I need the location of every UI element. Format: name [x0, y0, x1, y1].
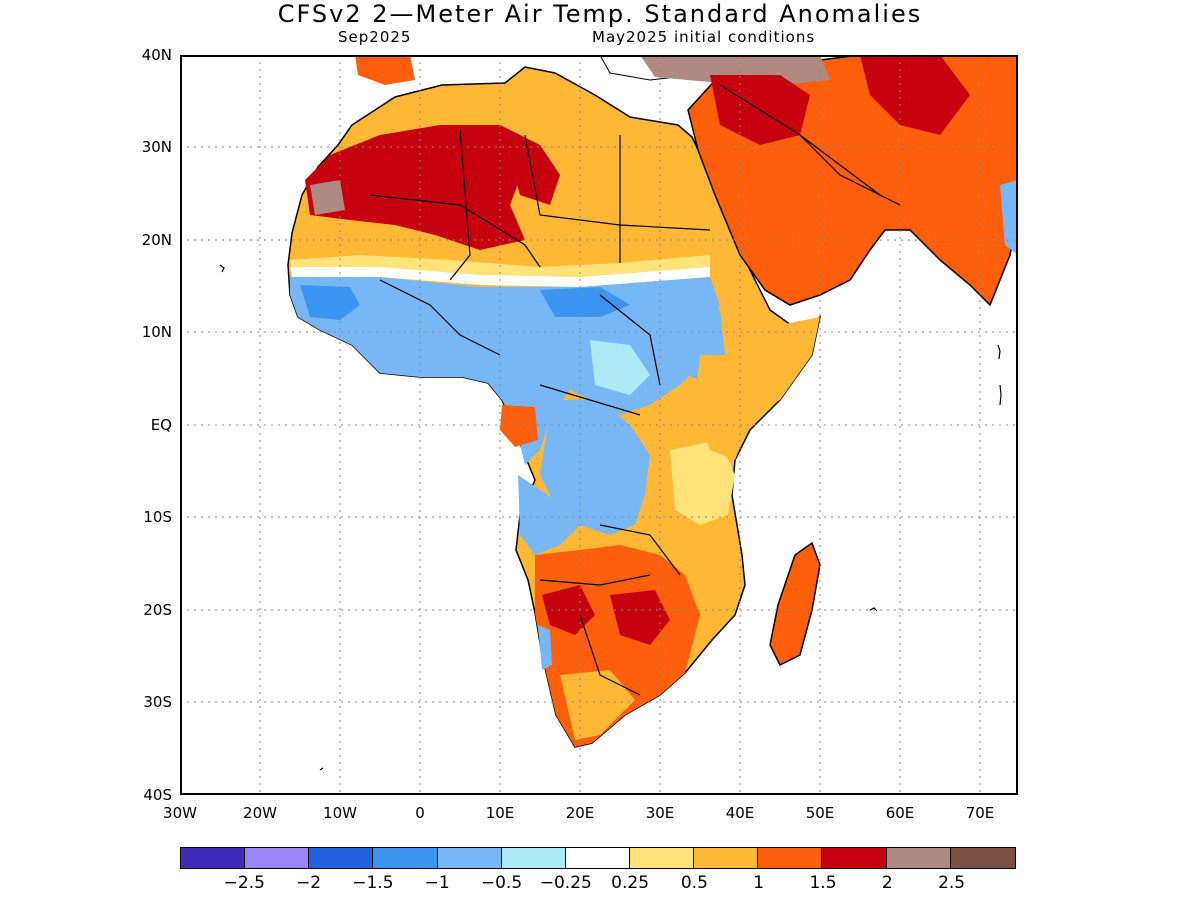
colorbar-swatch [501, 848, 566, 868]
namibia-hot-core [542, 585, 595, 635]
lat-label: 30S [143, 693, 172, 711]
kenya-warm [695, 355, 752, 460]
lat-label: 40S [143, 786, 172, 804]
colorbar [180, 847, 1016, 869]
sahara-hot-core [305, 125, 525, 250]
europe-landmass [355, 55, 415, 85]
central-light-cool [590, 340, 650, 395]
sw-coast-cool [538, 625, 552, 670]
lon-label: 60E [885, 804, 915, 822]
colorbar-swatch [822, 848, 887, 868]
angola-cool [518, 475, 580, 555]
colorbar-tick-label: −0.5 [480, 873, 523, 893]
west-africa-cool [290, 277, 725, 465]
nigeria-strong-cool [540, 287, 630, 317]
lat-label: 30N [141, 138, 172, 156]
sahara-anomaly-brown [310, 180, 345, 215]
lat-label: 10S [143, 508, 172, 526]
lon-label: 30W [163, 804, 197, 822]
libya-hot [500, 125, 560, 205]
congo-cool [540, 400, 650, 535]
colorbar-tick-label: −1 [424, 873, 450, 893]
lon-label: 30E [645, 804, 675, 822]
map-frame [180, 55, 1018, 795]
colorbar-swatch [373, 848, 438, 868]
colorbar-swatch [758, 848, 823, 868]
lon-label: 20E [565, 804, 595, 822]
lon-label: 50E [805, 804, 835, 822]
colorbar-swatch [629, 848, 695, 868]
colorbar-tick-label: 2.5 [938, 873, 966, 893]
colorbar-tick-label: 0.25 [611, 873, 650, 893]
colorbar-swatch [437, 848, 502, 868]
lat-label: 10N [141, 323, 172, 341]
lat-label: 40N [141, 46, 172, 64]
colorbar-tick-label: −2.5 [223, 873, 265, 893]
colorbar-tick-label: 1 [753, 873, 765, 893]
anomaly-map [180, 55, 1018, 795]
madagascar-landmass [769, 541, 821, 667]
lon-label: 10W [323, 804, 357, 822]
tanzania-warm [670, 440, 735, 525]
colorbar-swatch [245, 848, 310, 868]
colorbar-tick-label: 2 [881, 873, 893, 893]
valid-month-label: Sep2025 [338, 28, 412, 46]
map-title: CFSv2 2—Meter Air Temp. Standard Anomali… [277, 0, 923, 28]
gabon-warm [500, 405, 538, 447]
lon-label: 70E [965, 804, 995, 822]
lon-label: 20W [243, 804, 277, 822]
colorbar-swatch [886, 848, 951, 868]
graticule [180, 55, 1018, 795]
india-cool [1000, 180, 1018, 255]
colorbar-swatch [950, 848, 1015, 868]
colorbar-tick-label: −0.25 [539, 873, 592, 893]
colorbar-swatch [181, 848, 246, 868]
init-conditions-label: May2025 initial conditions [592, 28, 816, 46]
lon-label: 40E [725, 804, 755, 822]
lat-label: 20N [141, 231, 172, 249]
colorbar-swatch [565, 848, 630, 868]
lat-label: 20S [143, 601, 172, 619]
colorbar-tick-label: −2 [296, 873, 322, 893]
colorbar-swatch [309, 848, 374, 868]
sahel-white-band [290, 267, 710, 287]
colorbar-tick-label: 1.5 [809, 873, 837, 893]
lat-label: EQ [150, 416, 172, 434]
iran-hot [860, 55, 970, 135]
lon-label: 0 [415, 804, 425, 822]
zimbabwe-hot-core [610, 590, 670, 645]
colorbar-tick-label: 0.5 [680, 873, 708, 893]
lon-label: 10E [485, 804, 515, 822]
colorbar-swatch [694, 848, 759, 868]
colorbar-tick-label: −1.5 [352, 873, 394, 893]
small-islands [219, 264, 1002, 771]
cape-warm [560, 670, 635, 740]
country-borders [369, 84, 901, 696]
guinea-strong-cool [300, 285, 360, 320]
